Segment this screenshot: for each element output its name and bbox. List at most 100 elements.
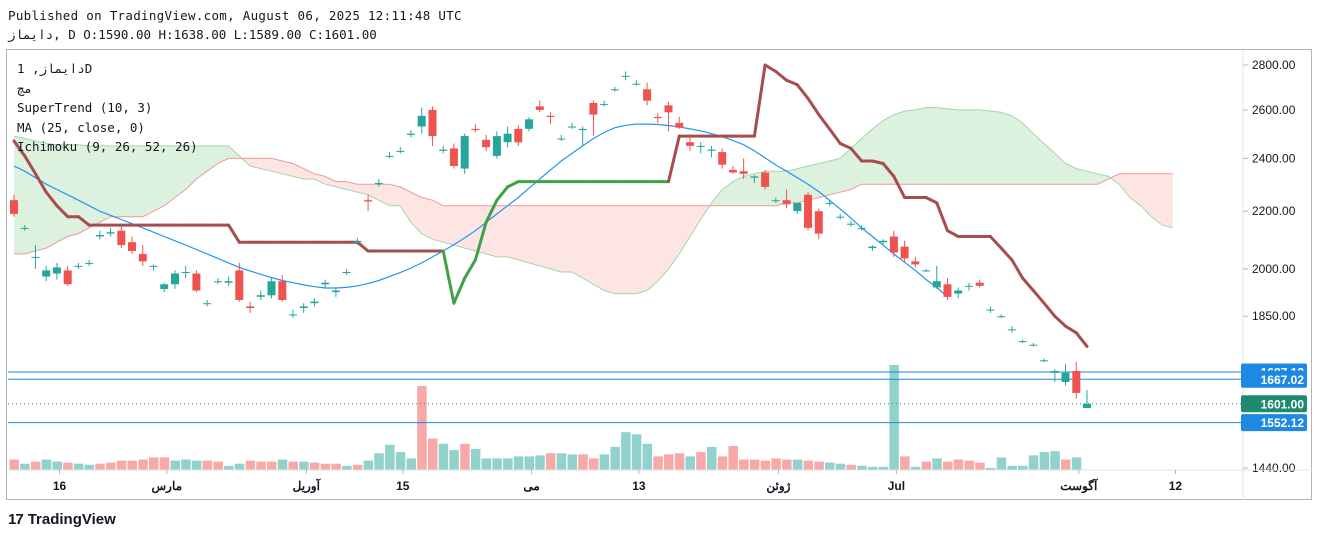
- cloud-segment: [947, 108, 959, 185]
- volume-bar: [395, 452, 406, 470]
- supertrend-segment: [55, 204, 70, 219]
- candle-body: [761, 172, 770, 187]
- cloud-segment: [808, 163, 819, 201]
- candle-body: [52, 267, 61, 274]
- cloud-segment: [1087, 171, 1098, 185]
- volume-bar: [932, 458, 942, 470]
- candle-body: [686, 142, 694, 146]
- cloud-segment: [1129, 173, 1141, 206]
- chart-frame: [6, 49, 1312, 500]
- cloud-segment: [1022, 122, 1034, 185]
- volume-bar: [374, 453, 384, 470]
- supertrend-segment: [1010, 258, 1025, 280]
- supertrend-segment: [1064, 324, 1078, 335]
- volume-bar: [910, 466, 921, 470]
- candle-body: [203, 303, 212, 305]
- volume-bar: [685, 456, 695, 471]
- ichimoku-span-b: [14, 157, 1173, 255]
- price-tick-label: 2400.00: [1252, 151, 1296, 165]
- candle-body: [589, 103, 598, 115]
- legend-supertrend[interactable]: SuperTrend (10, 3): [17, 100, 153, 115]
- candle-body: [943, 284, 952, 297]
- candle-body: [868, 246, 877, 249]
- time-tick-label: 12: [1169, 479, 1183, 493]
- candle-body: [160, 284, 169, 289]
- supertrend-segment: [924, 196, 939, 205]
- cloud-segment: [378, 184, 390, 206]
- volume-bar: [181, 459, 191, 470]
- volume-bar: [674, 453, 685, 470]
- legend-symbol[interactable]: دایماز, 1D: [17, 61, 93, 76]
- cloud-segment: [196, 145, 208, 179]
- volume-bar: [975, 462, 985, 470]
- price-tick-label: 2000.00: [1252, 262, 1296, 276]
- supertrend-segment: [23, 154, 37, 176]
- horizontal-price-lines: [8, 371, 1242, 424]
- volume-bar: [728, 445, 738, 471]
- cloud-segment: [325, 176, 336, 187]
- supertrend-segment: [452, 276, 467, 305]
- cloud-segment: [132, 145, 143, 217]
- candle-body: [417, 115, 426, 127]
- supertrend-segment: [484, 198, 499, 224]
- volume-bar: [288, 461, 298, 470]
- candle-body: [750, 176, 759, 178]
- legend-ma[interactable]: MA (25, close, 0): [17, 119, 145, 135]
- volume-bar: [1007, 465, 1017, 470]
- volume-bar: [749, 459, 760, 470]
- candle-body: [1072, 371, 1081, 393]
- legend-ichimoku[interactable]: Ichimoku (9, 26, 52, 26): [17, 139, 198, 154]
- volume-bar: [707, 446, 717, 470]
- price-tick-label: 2600.00: [1252, 103, 1296, 117]
- cloud-segment: [732, 176, 744, 206]
- cloud-segment: [539, 205, 551, 269]
- volume-bar: [492, 458, 502, 470]
- cloud-segment: [250, 158, 261, 169]
- candle-body: [600, 104, 609, 106]
- candle-body: [42, 270, 51, 277]
- candle-body: [900, 246, 909, 259]
- time-axis[interactable]: 16 مارس آوریل 15 می 13 ژوئن Jul آگوست 12: [8, 469, 1312, 494]
- cloud-segment: [915, 107, 927, 185]
- volume-bar: [792, 459, 803, 470]
- tradingview-brand[interactable]: 17 TradingView: [8, 511, 116, 528]
- cloud-segment: [400, 186, 411, 223]
- last-price-label-bg: [1241, 395, 1307, 413]
- cloud-segment: [529, 205, 540, 266]
- volume-bar: [803, 460, 813, 470]
- volume-bar: [256, 461, 266, 470]
- supertrend-segment: [227, 223, 241, 244]
- cloud-segment: [357, 184, 369, 195]
- supertrend-segment: [988, 235, 1003, 250]
- candle-body: [149, 265, 158, 267]
- price-chart[interactable]: 2800.00 2600.00 2400.00 2200.00 2000.00 1850.…: [0, 0, 1320, 500]
- volume-bar: [556, 453, 567, 470]
- candle-body: [1018, 341, 1027, 343]
- cloud-segment: [582, 205, 594, 285]
- candle-body: [932, 281, 941, 288]
- volume-bar: [41, 459, 52, 470]
- published-caption: Published on TradingView.com, August 06,…: [8, 8, 462, 23]
- volume-bar: [331, 463, 341, 470]
- candle-body: [289, 314, 297, 316]
- volume-bar: [20, 463, 30, 470]
- candle-body: [117, 230, 126, 246]
- supertrend-segment: [473, 220, 488, 262]
- price-line-label: 1667.02: [1261, 373, 1305, 387]
- candle-body: [514, 128, 523, 143]
- candle-body: [836, 216, 845, 218]
- cloud-segment: [99, 145, 111, 223]
- volume-bar: [878, 466, 889, 470]
- price-axis[interactable]: 2800.00 2600.00 2400.00 2200.00 2000.00 1850.…: [1242, 50, 1296, 500]
- volume-bar: [631, 434, 642, 470]
- cloud-segment: [572, 205, 583, 279]
- volume-bar: [470, 449, 481, 470]
- volume-bar: [352, 464, 363, 471]
- cloud-segment: [1140, 173, 1152, 217]
- candle-body: [1029, 344, 1038, 346]
- cloud-segment: [990, 111, 1002, 185]
- supertrend-segment: [892, 174, 907, 199]
- cloud-segment: [775, 171, 787, 206]
- cloud-segment: [35, 141, 47, 251]
- candle-body: [224, 281, 233, 283]
